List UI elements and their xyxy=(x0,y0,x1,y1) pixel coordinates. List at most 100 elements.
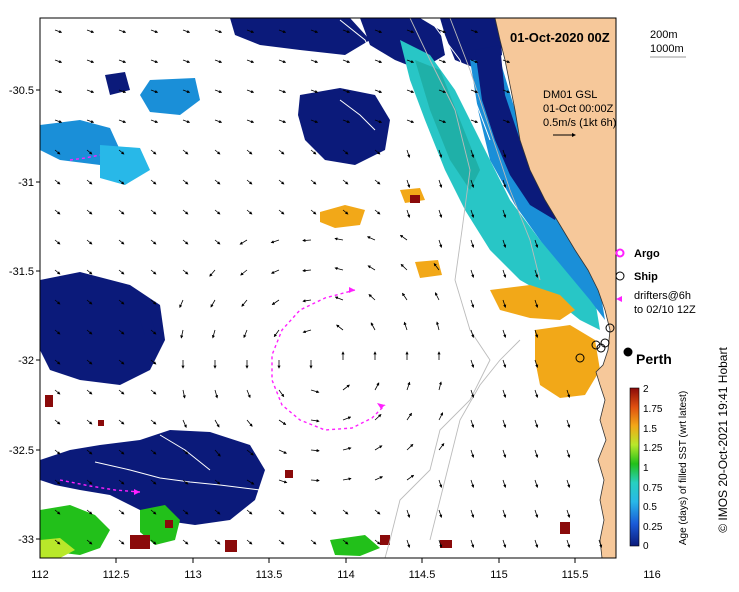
current-vector xyxy=(470,269,475,278)
current-vector xyxy=(182,389,186,399)
current-vector xyxy=(374,414,382,421)
current-vector xyxy=(214,239,221,245)
current-vector xyxy=(502,149,507,158)
current-vector xyxy=(438,29,447,34)
current-vector xyxy=(374,29,383,34)
current-vector xyxy=(403,321,408,331)
current-vector xyxy=(310,448,320,453)
current-vector xyxy=(54,269,61,275)
current-vector xyxy=(310,419,320,423)
current-vector xyxy=(150,179,157,185)
current-vector xyxy=(150,509,157,515)
lon-tick: 112 xyxy=(31,569,49,581)
lat-tick: -31.5 xyxy=(9,266,34,278)
cbar-tick: 0.75 xyxy=(643,483,663,494)
current-vector xyxy=(118,329,125,335)
current-vector xyxy=(342,539,349,545)
info-model: DM01 GSL xyxy=(543,89,597,101)
current-vector xyxy=(246,179,253,185)
current-vector xyxy=(406,179,411,188)
current-vector xyxy=(150,449,157,455)
current-vector xyxy=(342,447,352,451)
current-vector xyxy=(502,209,507,218)
current-vector xyxy=(118,149,125,155)
bathy-label-200m: 200m xyxy=(650,29,678,41)
current-vector xyxy=(406,29,415,34)
argo-symbol xyxy=(615,248,625,258)
current-vector xyxy=(246,539,253,545)
current-vector xyxy=(470,179,475,188)
cbar-tick: 0.5 xyxy=(643,502,657,513)
current-vector xyxy=(86,419,93,425)
current-vector xyxy=(86,449,93,455)
current-vector xyxy=(435,292,440,301)
current-vector xyxy=(278,179,285,185)
current-vector xyxy=(54,119,63,124)
current-vector xyxy=(246,479,255,485)
current-vector xyxy=(118,269,125,275)
current-vector xyxy=(118,29,127,34)
cbar-tick: 1.5 xyxy=(643,424,657,435)
current-vector xyxy=(118,479,125,485)
current-vector xyxy=(374,509,381,515)
current-vector xyxy=(374,476,384,481)
current-vector xyxy=(54,449,61,455)
current-vector xyxy=(502,449,507,458)
current-vector xyxy=(150,119,159,124)
current-vector xyxy=(438,209,443,218)
current-vector xyxy=(118,119,127,124)
current-vector xyxy=(278,119,287,124)
current-vector xyxy=(470,539,475,548)
current-vector xyxy=(342,89,351,94)
current-vector xyxy=(502,419,507,428)
current-vector xyxy=(310,149,317,155)
lon-tick: 113 xyxy=(184,569,202,581)
current-vector xyxy=(182,29,191,34)
current-vector xyxy=(246,209,253,215)
current-vector xyxy=(150,209,157,215)
current-vector xyxy=(310,509,317,515)
current-vector xyxy=(534,539,539,548)
current-vector xyxy=(438,539,443,548)
current-vector xyxy=(182,509,189,515)
current-vector xyxy=(150,539,157,545)
info-scale: 0.5m/s (1kt 6h) xyxy=(543,117,616,129)
current-vector xyxy=(278,389,285,398)
current-vector xyxy=(374,382,380,391)
bathy-label-1000m: 1000m xyxy=(650,43,684,55)
current-vector xyxy=(86,359,93,365)
current-vector xyxy=(310,119,319,124)
current-vector xyxy=(54,239,61,245)
current-vector xyxy=(470,209,475,218)
current-vector xyxy=(406,89,415,94)
lon-axis: 112 112.5 113 113.5 114 114.5 115 115.5 … xyxy=(31,569,661,581)
current-vector xyxy=(150,329,157,335)
current-vector xyxy=(246,389,251,399)
current-vector xyxy=(374,209,381,215)
current-vector xyxy=(438,149,443,158)
legend-drifters-2: to 02/10 12Z xyxy=(634,304,696,316)
lon-tick: 113.5 xyxy=(256,569,283,581)
current-vector xyxy=(470,119,479,124)
current-vector xyxy=(502,389,507,398)
current-vector xyxy=(374,119,383,124)
current-vector xyxy=(502,89,511,94)
current-vector xyxy=(150,389,157,395)
current-vector xyxy=(470,389,475,398)
current-vector xyxy=(438,412,443,421)
current-vector xyxy=(214,209,221,215)
current-vector xyxy=(566,539,571,548)
current-vector xyxy=(502,179,507,188)
current-vector xyxy=(246,29,255,34)
cbar-tick: 2 xyxy=(643,384,649,395)
current-vector xyxy=(214,449,221,457)
current-vector xyxy=(534,479,539,488)
current-vector xyxy=(598,539,603,548)
ship-symbol xyxy=(615,271,625,281)
current-vector xyxy=(118,359,125,365)
current-vector xyxy=(370,322,376,331)
current-vector xyxy=(54,59,63,64)
current-vector xyxy=(367,265,376,271)
current-vector xyxy=(86,179,93,185)
current-vector xyxy=(182,539,189,545)
